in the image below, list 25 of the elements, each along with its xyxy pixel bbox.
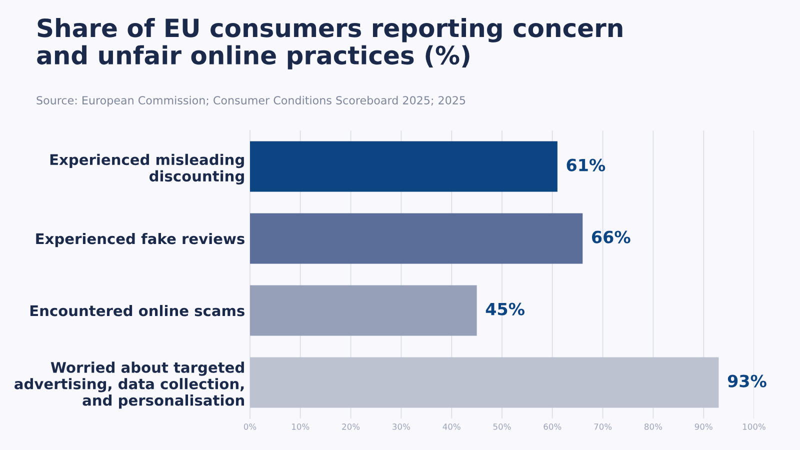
chart-title: Share of EU consumers reporting concern and unfair online practices (%) <box>37 18 622 70</box>
data-label: 66% <box>592 230 630 244</box>
x-tick-label: 100% <box>743 424 766 430</box>
x-tick-label: 90% <box>694 424 712 430</box>
y-tick-label: Worried about targeted advertising, data collection, and personalisation <box>14 362 244 409</box>
bar <box>250 213 583 264</box>
bar <box>250 357 719 408</box>
y-tick-label: Experienced misleading discounting <box>50 154 244 185</box>
chart-subtitle: Source: European Commission; Consumer Conditions Scoreboard 2025; 2025 <box>36 96 466 107</box>
bar <box>250 141 558 192</box>
data-label: 61% <box>566 158 606 172</box>
x-tick-label: 80% <box>644 424 662 430</box>
x-tick-label: 20% <box>342 424 360 430</box>
x-tick-label: 0% <box>244 424 256 430</box>
x-tick-label: 50% <box>493 424 511 430</box>
x-tick-label: 40% <box>442 424 460 430</box>
data-label: 45% <box>486 302 524 316</box>
bar <box>250 285 477 336</box>
y-tick-label: Encountered online scams <box>30 304 244 316</box>
x-tick-label: 10% <box>292 424 310 430</box>
x-tick-label: 30% <box>392 424 410 430</box>
x-tick-label: 60% <box>544 424 562 430</box>
data-label: 93% <box>728 374 766 388</box>
y-tick-label: Experienced fake reviews <box>36 232 244 248</box>
x-tick-label: 70% <box>594 424 612 430</box>
